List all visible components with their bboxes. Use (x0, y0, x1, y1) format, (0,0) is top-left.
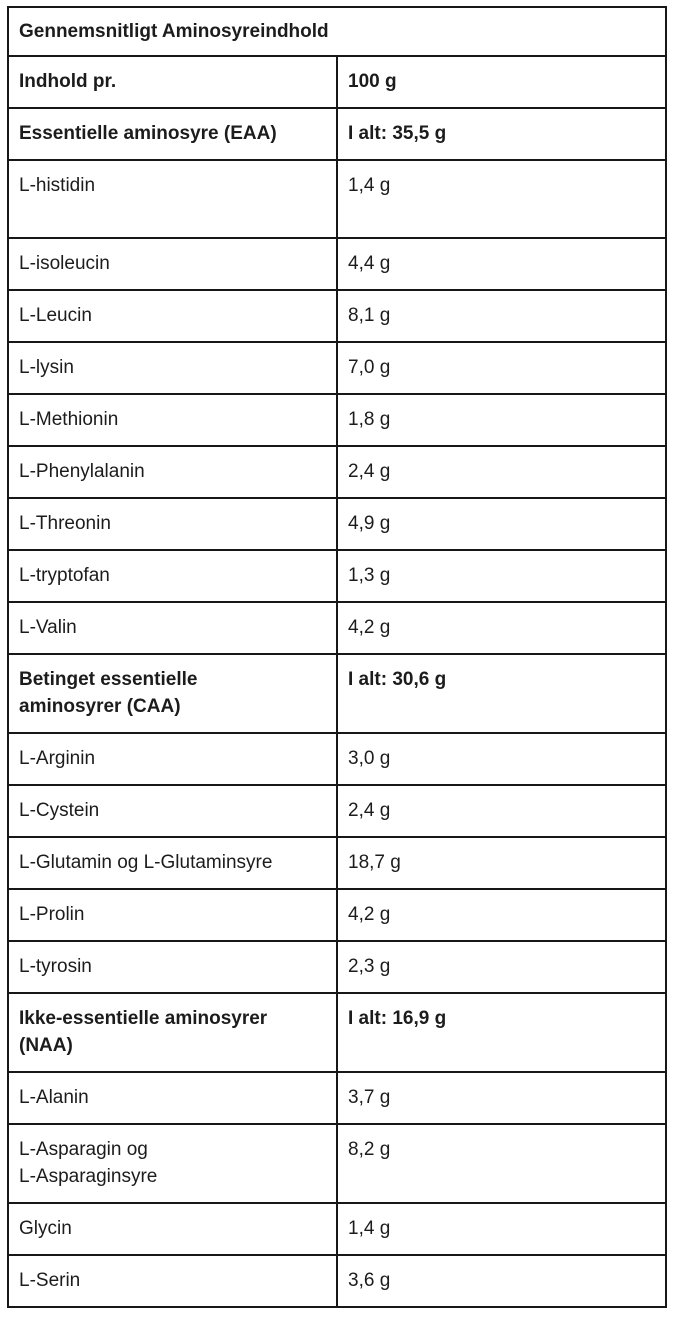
table-row: L-Leucin 8,1 g (7, 289, 667, 343)
amino-acid-value: 4,4 g (336, 237, 667, 291)
table-row: L-Prolin 4,2 g (7, 888, 667, 942)
table-title-row: Gennemsnitligt Aminosyreindhold (7, 6, 667, 57)
amino-acid-label: L-tryptofan (7, 549, 338, 603)
amino-acid-label: L-Prolin (7, 888, 338, 942)
table-row: Glycin 1,4 g (7, 1202, 667, 1256)
table-row: L-Asparagin og L-Asparaginsyre 8,2 g (7, 1123, 667, 1204)
amino-acid-value: 1,4 g (336, 159, 667, 239)
amino-acid-value: 1,4 g (336, 1202, 667, 1256)
table-row: L-Glutamin og L-Glutaminsyre 18,7 g (7, 836, 667, 890)
amino-acid-table-body: Gennemsnitligt Aminosyreindhold Indhold … (7, 6, 667, 1308)
amino-acid-value: 3,0 g (336, 732, 667, 786)
amino-acid-value: 2,3 g (336, 940, 667, 994)
amino-acid-label: L-Serin (7, 1254, 338, 1308)
amino-acid-label: L-Leucin (7, 289, 338, 343)
amino-acid-value: 18,7 g (336, 836, 667, 890)
table-row: L-Serin 3,6 g (7, 1254, 667, 1308)
table-row: L-histidin 1,4 g (7, 159, 667, 239)
amino-acid-value: 1,3 g (336, 549, 667, 603)
amino-acid-value: 4,9 g (336, 497, 667, 551)
unit-header-label: Indhold pr. (7, 55, 338, 109)
table-row: L-tyrosin 2,3 g (7, 940, 667, 994)
amino-acid-value: 1,8 g (336, 393, 667, 447)
amino-acid-value: 4,2 g (336, 888, 667, 942)
table-row: L-Valin 4,2 g (7, 601, 667, 655)
amino-acid-label: L-Cystein (7, 784, 338, 838)
amino-acid-value: I alt: 30,6 g (336, 653, 667, 734)
table-row: L-Arginin 3,0 g (7, 732, 667, 786)
amino-acid-label: L-Alanin (7, 1071, 338, 1125)
amino-acid-label: L-isoleucin (7, 237, 338, 291)
table-row: Betinget essentielle aminosyrer (CAA) I … (7, 653, 667, 734)
table-row: L-Alanin 3,7 g (7, 1071, 667, 1125)
amino-acid-value: I alt: 16,9 g (336, 992, 667, 1073)
amino-acid-label: L-Asparagin og L-Asparaginsyre (7, 1123, 338, 1204)
table-row: L-tryptofan 1,3 g (7, 549, 667, 603)
amino-acid-label: Essentielle aminosyre (EAA) (7, 107, 338, 161)
amino-acid-value: 7,0 g (336, 341, 667, 395)
amino-acid-label: Betinget essentielle aminosyrer (CAA) (7, 653, 338, 734)
amino-acid-label: L-Phenylalanin (7, 445, 338, 499)
amino-acid-label: L-Valin (7, 601, 338, 655)
table-row: L-Threonin 4,9 g (7, 497, 667, 551)
amino-acid-value: 3,6 g (336, 1254, 667, 1308)
table-row: Ikke-essentielle aminosyrer (NAA) I alt:… (7, 992, 667, 1073)
amino-acid-label: L-lysin (7, 341, 338, 395)
table-row: L-Methionin 1,8 g (7, 393, 667, 447)
amino-acid-value: I alt: 35,5 g (336, 107, 667, 161)
amino-acid-label: Ikke-essentielle aminosyrer (NAA) (7, 992, 338, 1073)
amino-acid-label: L-Arginin (7, 732, 338, 786)
amino-acid-value: 2,4 g (336, 445, 667, 499)
table-row: L-Cystein 2,4 g (7, 784, 667, 838)
table-row: Essentielle aminosyre (EAA) I alt: 35,5 … (7, 107, 667, 161)
amino-acid-label: L-tyrosin (7, 940, 338, 994)
table-row: L-isoleucin 4,4 g (7, 237, 667, 291)
amino-acid-label: L-Threonin (7, 497, 338, 551)
amino-acid-label: Glycin (7, 1202, 338, 1256)
amino-acid-value: 3,7 g (336, 1071, 667, 1125)
amino-acid-value: 4,2 g (336, 601, 667, 655)
amino-acid-label: L-Glutamin og L-Glutaminsyre (7, 836, 338, 890)
table-row: L-lysin 7,0 g (7, 341, 667, 395)
amino-acid-value: 8,2 g (336, 1123, 667, 1204)
amino-acid-value: 2,4 g (336, 784, 667, 838)
unit-header-row: Indhold pr. 100 g (7, 55, 667, 109)
amino-acid-label: L-histidin (7, 159, 338, 239)
amino-acid-value: 8,1 g (336, 289, 667, 343)
table-title: Gennemsnitligt Aminosyreindhold (7, 6, 667, 57)
unit-header-value: 100 g (336, 55, 667, 109)
amino-acid-label: L-Methionin (7, 393, 338, 447)
amino-acid-table: Gennemsnitligt Aminosyreindhold Indhold … (7, 6, 667, 1308)
table-row: L-Phenylalanin 2,4 g (7, 445, 667, 499)
